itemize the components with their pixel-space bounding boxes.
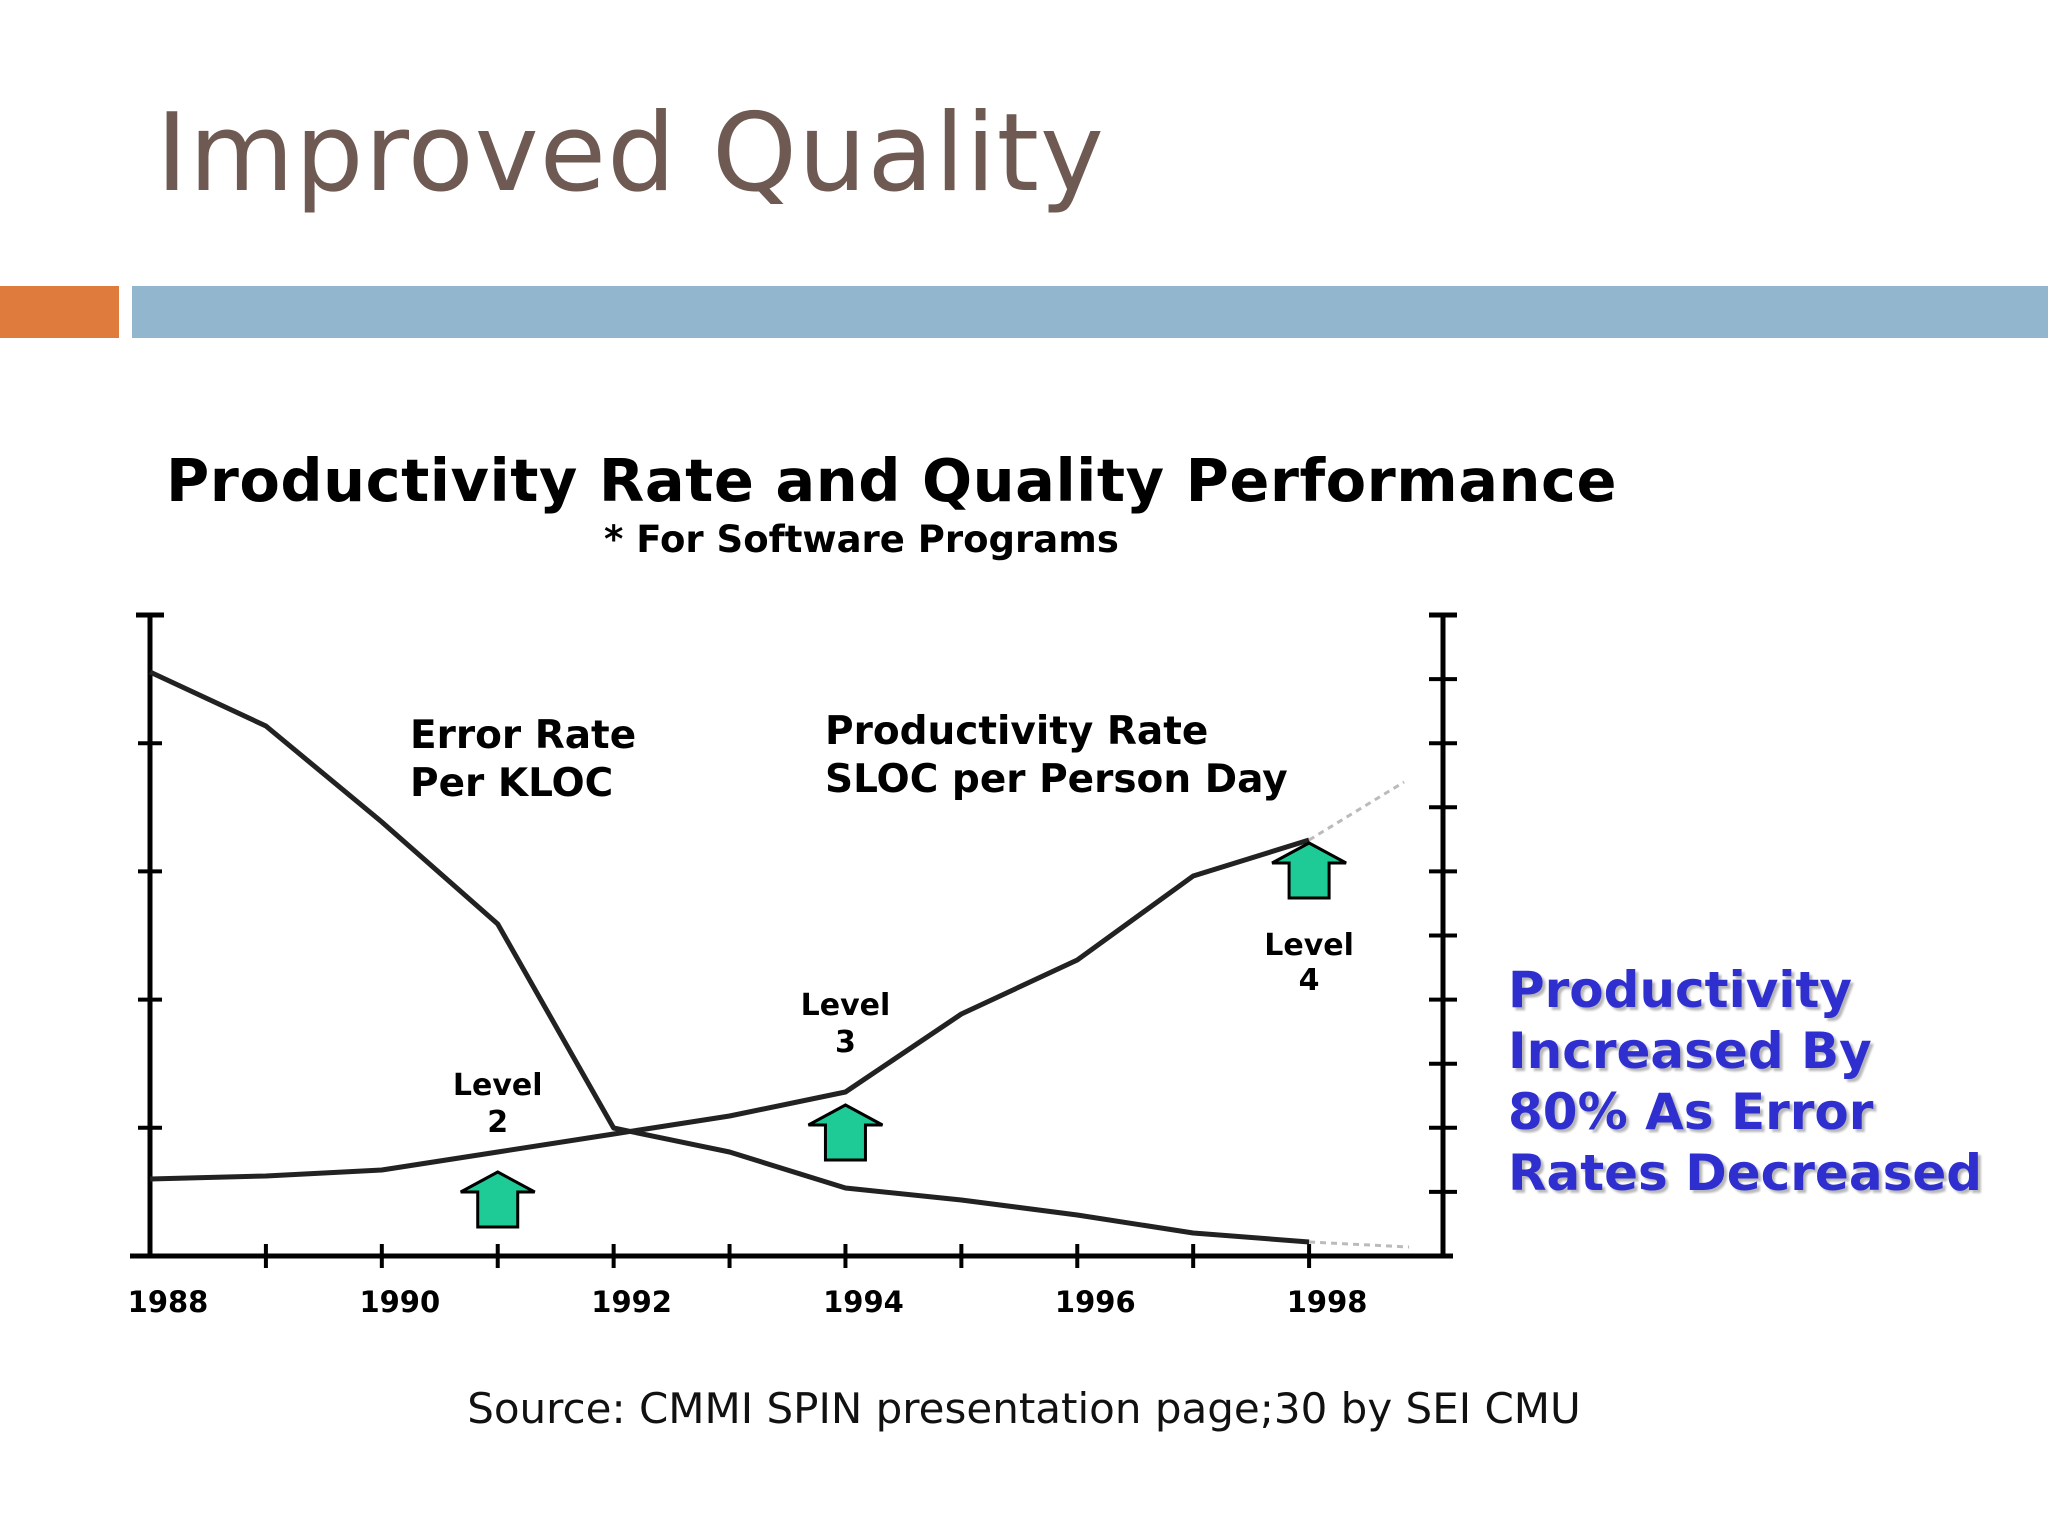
chart-axes <box>130 612 1457 1268</box>
up-arrow-icon <box>807 1103 884 1162</box>
x-tick-labels: 1988 1990 1992 1994 1996 1998 <box>128 1285 1368 1319</box>
x-tick-label: 1988 <box>128 1285 209 1319</box>
x-tick-label: 1998 <box>1287 1285 1368 1319</box>
level-label: 4 <box>1299 963 1320 998</box>
series-label-1: Error Rate <box>410 713 636 758</box>
chart-title: Productivity Rate and Quality Performanc… <box>166 446 1618 515</box>
series-label-2: SLOC per Person Day <box>825 757 1288 802</box>
series-line-2 <box>149 837 1310 1182</box>
level-label: 3 <box>835 1025 856 1060</box>
x-tick-label: 1996 <box>1055 1285 1136 1319</box>
series-label-2: Productivity Rate <box>825 709 1208 754</box>
level-label: Level <box>1264 928 1354 963</box>
callout-text: Productivity Increased By 80% As Error R… <box>1508 961 1983 1202</box>
series-label-1: Per KLOC <box>410 761 613 806</box>
x-tick-label: 1994 <box>823 1285 904 1319</box>
up-arrow-icon <box>1271 841 1347 900</box>
chart-subtitle: * For Software Programs <box>604 518 1119 561</box>
level-label: 2 <box>487 1105 508 1140</box>
x-tick-label: 1990 <box>359 1285 440 1319</box>
level-label: Level <box>801 988 891 1023</box>
series-line-1 <box>148 669 1310 1245</box>
source-caption: Source: CMMI SPIN presentation page;30 b… <box>467 1384 1581 1433</box>
accent-bar-blue <box>132 286 2048 338</box>
up-arrow-icon <box>460 1170 536 1229</box>
x-tick-label: 1992 <box>591 1285 672 1319</box>
accent-bar-orange <box>0 286 119 338</box>
slide-title: Improved Quality <box>156 91 1105 216</box>
level-label: Level <box>453 1068 543 1103</box>
chart-series <box>148 669 1410 1249</box>
series-tail-1 <box>1309 1240 1410 1249</box>
series-tail-2 <box>1308 780 1405 842</box>
